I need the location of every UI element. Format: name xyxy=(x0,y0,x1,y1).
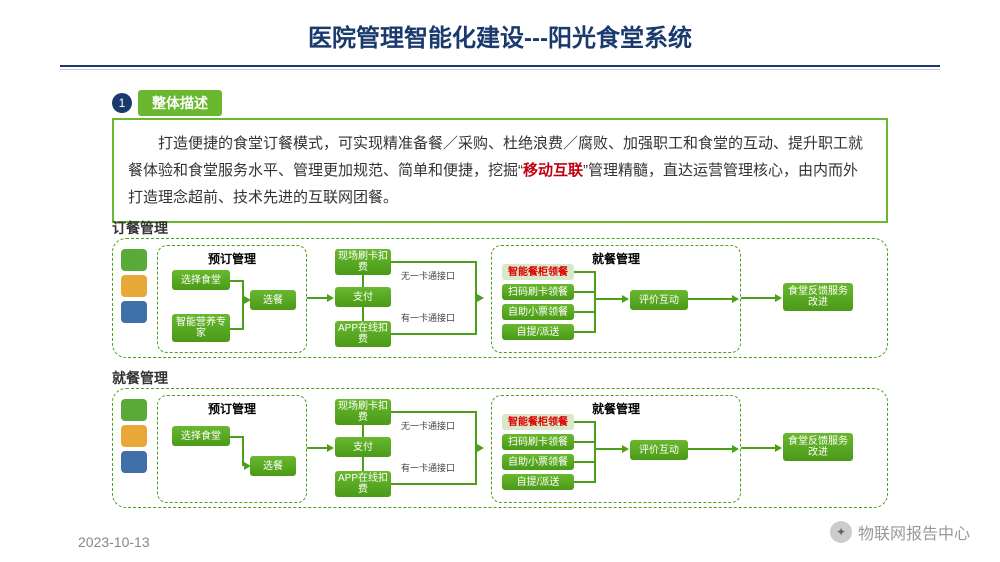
page-title: 医院管理智能化建设---阳光食堂系统 xyxy=(308,18,692,53)
section-number: 1 xyxy=(112,93,132,113)
group-title-dining: 就餐管理 xyxy=(592,250,640,267)
group-dining: 就餐管理 智能餐柜领餐 扫码刷卡领餐 自助小票领餐 自提/派送 评价互动 xyxy=(491,245,741,353)
section-tag: 1 整体描述 xyxy=(112,90,222,116)
node-ticket-pickup: 自助小票领餐 xyxy=(502,304,574,320)
group-title-dining-2: 就餐管理 xyxy=(592,400,640,417)
wechat-icon xyxy=(121,399,147,421)
sub-label-1: 订餐管理 xyxy=(112,218,168,238)
node-review-2: 评价互动 xyxy=(630,440,688,460)
node-review: 评价互动 xyxy=(630,290,688,310)
description-box: 打造便捷的食堂订餐模式，可实现精准备餐／采购、杜绝浪费／腐败、加强职工和食堂的互… xyxy=(112,118,888,223)
group-pay: 现场刷卡扣费 支付 APP在线扣费 无一卡通接口 有一卡通接口 xyxy=(335,245,495,353)
label-no-card-2: 无一卡通接口 xyxy=(401,419,455,432)
node-onsite-pay: 现场刷卡扣费 xyxy=(335,249,391,275)
label-no-card: 无一卡通接口 xyxy=(401,269,455,282)
label-has-card: 有一卡通接口 xyxy=(401,311,455,324)
node-pay-2: 支付 xyxy=(335,437,391,457)
node-app-pay-2: APP在线扣费 xyxy=(335,471,391,497)
icon-column xyxy=(121,249,147,323)
footer-date: 2023-10-13 xyxy=(78,534,150,550)
node-ticket-pickup-2: 自助小票领餐 xyxy=(502,454,574,470)
node-smart-pickup-2: 智能餐柜领餐 xyxy=(502,414,574,430)
desc-highlight: 移动互联 xyxy=(523,162,583,179)
section-label: 整体描述 xyxy=(138,90,222,116)
node-smart-pickup: 智能餐柜领餐 xyxy=(502,264,574,280)
group-booking: 预订管理 选择食堂 选餐 智能营养专家 xyxy=(157,245,307,353)
group-title-booking: 预订管理 xyxy=(208,250,256,267)
cart-icon xyxy=(121,425,147,447)
node-scan-pickup: 扫码刷卡领餐 xyxy=(502,284,574,300)
flowchart-dining: 预订管理 选择食堂 选餐 现场刷卡扣费 支付 APP在线扣费 无一卡通接口 有一… xyxy=(112,388,888,508)
icon-column-2 xyxy=(121,399,147,473)
cart-icon xyxy=(121,275,147,297)
monitor-icon xyxy=(121,451,147,473)
monitor-icon xyxy=(121,301,147,323)
watermark: ✦ 物联网报告中心 xyxy=(830,520,970,544)
node-feedback: 食堂反馈服务改进 xyxy=(783,283,853,311)
label-has-card-2: 有一卡通接口 xyxy=(401,461,455,474)
sub-label-2: 就餐管理 xyxy=(112,368,168,388)
node-onsite-pay-2: 现场刷卡扣费 xyxy=(335,399,391,425)
group-booking-2: 预订管理 选择食堂 选餐 xyxy=(157,395,307,503)
group-dining-2: 就餐管理 智能餐柜领餐 扫码刷卡领餐 自助小票领餐 自提/派送 评价互动 xyxy=(491,395,741,503)
node-select-canteen-2: 选择食堂 xyxy=(172,426,230,446)
node-select-meal: 选餐 xyxy=(250,290,296,310)
title-underline xyxy=(60,65,940,67)
wechat-icon xyxy=(121,249,147,271)
group-title-booking-2: 预订管理 xyxy=(208,400,256,417)
flowchart-ordering: 预订管理 选择食堂 选餐 智能营养专家 现场刷卡扣费 支付 APP在线扣费 无一… xyxy=(112,238,888,358)
wechat-watermark-icon: ✦ xyxy=(830,521,852,543)
node-self-delivery-2: 自提/派送 xyxy=(502,474,574,490)
node-scan-pickup-2: 扫码刷卡领餐 xyxy=(502,434,574,450)
group-pay-2: 现场刷卡扣费 支付 APP在线扣费 无一卡通接口 有一卡通接口 xyxy=(335,395,495,503)
node-self-delivery: 自提/派送 xyxy=(502,324,574,340)
node-app-pay: APP在线扣费 xyxy=(335,321,391,347)
title-underline-thin xyxy=(60,69,940,70)
node-select-canteen: 选择食堂 xyxy=(172,270,230,290)
node-feedback-2: 食堂反馈服务改进 xyxy=(783,433,853,461)
title-bar: 医院管理智能化建设---阳光食堂系统 xyxy=(0,0,1000,61)
node-nutrition: 智能营养专家 xyxy=(172,314,230,342)
node-pay: 支付 xyxy=(335,287,391,307)
node-select-meal-2: 选餐 xyxy=(250,456,296,476)
watermark-text: 物联网报告中心 xyxy=(858,520,970,544)
